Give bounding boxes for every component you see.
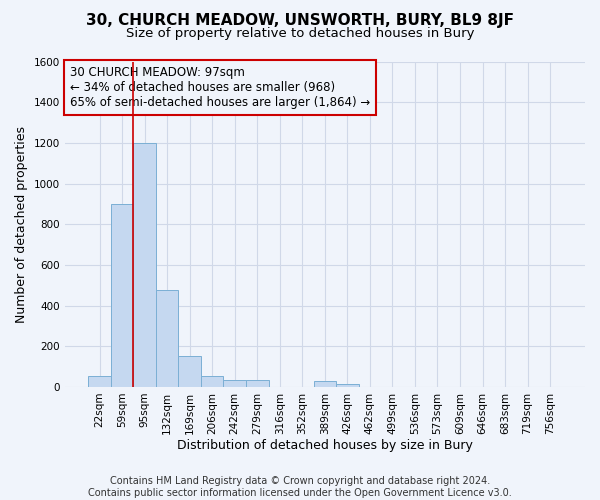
X-axis label: Distribution of detached houses by size in Bury: Distribution of detached houses by size … [177,440,473,452]
Bar [336,384,359,387]
Text: 30, CHURCH MEADOW, UNSWORTH, BURY, BL9 8JF: 30, CHURCH MEADOW, UNSWORTH, BURY, BL9 8… [86,12,514,28]
Text: 30 CHURCH MEADOW: 97sqm
← 34% of detached houses are smaller (968)
65% of semi-d: 30 CHURCH MEADOW: 97sqm ← 34% of detache… [70,66,370,110]
Bar [201,376,223,387]
Bar [223,380,246,387]
Bar [178,356,201,387]
Bar [156,290,178,387]
Bar [246,380,269,387]
Y-axis label: Number of detached properties: Number of detached properties [15,126,28,322]
Bar [314,381,336,387]
Bar [88,376,111,387]
Bar [133,143,156,387]
Text: Contains HM Land Registry data © Crown copyright and database right 2024.
Contai: Contains HM Land Registry data © Crown c… [88,476,512,498]
Bar [111,204,133,387]
Text: Size of property relative to detached houses in Bury: Size of property relative to detached ho… [126,28,474,40]
